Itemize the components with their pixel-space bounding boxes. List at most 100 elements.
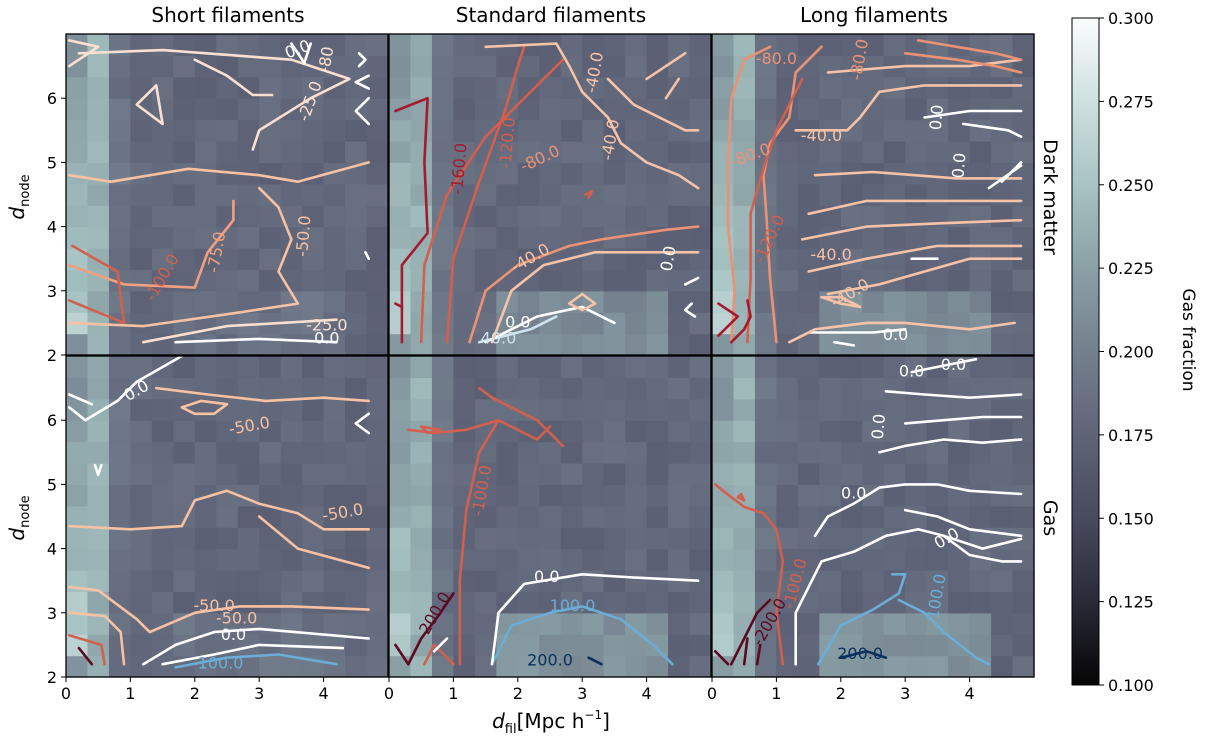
heatmap-cell xyxy=(776,441,799,464)
heatmap-cell xyxy=(173,312,196,335)
heatmap-cell xyxy=(646,398,669,421)
contour-line xyxy=(174,653,338,669)
colorbar-gradient xyxy=(1071,17,1100,686)
heatmap-cell xyxy=(754,463,777,485)
heatmap-cell xyxy=(108,570,131,592)
heatmap-cell xyxy=(345,441,368,464)
heatmap-cell xyxy=(560,183,583,206)
heatmap-cell xyxy=(474,441,497,464)
heatmap-cell xyxy=(345,333,368,356)
heatmap-cell xyxy=(712,377,735,400)
heatmap-cell xyxy=(603,98,626,121)
heatmap-cell xyxy=(582,398,605,421)
heatmap-cell xyxy=(754,119,777,142)
heatmap-cell xyxy=(259,655,282,678)
heatmap-cell xyxy=(517,484,540,507)
heatmap-cell xyxy=(689,634,712,657)
heatmap-cell xyxy=(151,570,174,592)
heatmap-cell xyxy=(797,356,820,378)
heatmap-cell xyxy=(366,119,389,142)
heatmap-cell xyxy=(560,612,583,635)
heatmap-cell xyxy=(194,612,217,635)
heatmap-cell xyxy=(905,119,928,142)
colorbar-tick-label: 0.150 xyxy=(1108,509,1154,528)
heatmap-cell xyxy=(389,484,412,507)
heatmap-cell xyxy=(883,505,906,528)
heatmap-cell xyxy=(603,484,626,507)
heatmap-cell xyxy=(1012,290,1035,313)
heatmap-cell xyxy=(754,248,777,270)
heatmap-cell xyxy=(366,356,389,378)
heatmap-cell xyxy=(733,441,756,464)
heatmap-cell xyxy=(302,356,325,378)
heatmap-cell xyxy=(712,34,735,56)
heatmap-cell xyxy=(948,98,971,121)
heatmap-cell xyxy=(280,141,303,163)
heatmap-cell xyxy=(410,377,433,400)
x-tick-label: 4 xyxy=(642,684,652,703)
heatmap-cell xyxy=(410,205,433,228)
heatmap-cell xyxy=(87,119,110,142)
heatmap-cell xyxy=(496,183,519,206)
heatmap-cell xyxy=(173,356,196,378)
heatmap-cell xyxy=(410,527,433,550)
heatmap-cell xyxy=(280,290,303,313)
heatmap-cell xyxy=(948,463,971,485)
heatmap-cell xyxy=(173,420,196,443)
heatmap-cell xyxy=(453,612,476,635)
heatmap-cell xyxy=(603,269,626,292)
heatmap-cell xyxy=(517,377,540,400)
heatmap-cell xyxy=(410,505,433,528)
heatmap-cell xyxy=(216,570,239,592)
heatmap-cell xyxy=(905,183,928,206)
heatmap-cell xyxy=(496,205,519,228)
heatmap-cell xyxy=(302,162,325,185)
heatmap-cell xyxy=(539,269,562,292)
contour-label: 200.0 xyxy=(527,650,573,669)
heatmap-cell xyxy=(151,484,174,507)
heatmap-cell xyxy=(991,312,1014,335)
heatmap-cell xyxy=(151,548,174,571)
heatmap-cell xyxy=(733,119,756,142)
heatmap-cell xyxy=(280,463,303,485)
heatmap-cell xyxy=(668,505,691,528)
heatmap-cell xyxy=(108,655,131,678)
heatmap-cell xyxy=(108,205,131,228)
heatmap-cell xyxy=(1012,269,1035,292)
heatmap-cell xyxy=(474,505,497,528)
heatmap-cell xyxy=(819,312,842,335)
heatmap-cell xyxy=(603,591,626,614)
heatmap-cell xyxy=(948,269,971,292)
heatmap-cell xyxy=(366,377,389,400)
heatmap-cell xyxy=(130,484,153,507)
heatmap-cell xyxy=(969,398,992,421)
heatmap-cell xyxy=(646,141,669,163)
heatmap-cell xyxy=(560,356,583,378)
heatmap-cell xyxy=(689,162,712,185)
heatmap-cell xyxy=(323,377,346,400)
heatmap-cell xyxy=(130,441,153,464)
heatmap-cell xyxy=(646,119,669,142)
heatmap-cell xyxy=(712,205,735,228)
heatmap-cell xyxy=(991,183,1014,206)
heatmap-cell xyxy=(689,655,712,678)
heatmap-cell xyxy=(991,34,1014,56)
heatmap-cell xyxy=(991,226,1014,249)
heatmap-cell xyxy=(237,527,260,550)
heatmap-cell xyxy=(431,98,454,121)
heatmap-cell xyxy=(754,377,777,400)
heatmap-cell xyxy=(582,119,605,142)
heatmap-cell xyxy=(173,463,196,485)
heatmap-cell xyxy=(366,76,389,99)
contour-line xyxy=(807,199,1023,216)
heatmap-cell xyxy=(108,226,131,249)
heatmap-cell xyxy=(969,484,992,507)
heatmap-cell xyxy=(819,420,842,443)
heatmap-cell xyxy=(689,290,712,313)
heatmap-cell xyxy=(905,463,928,485)
heatmap-cell xyxy=(797,463,820,485)
heatmap-cell xyxy=(689,612,712,635)
heatmap-cell xyxy=(1012,162,1035,185)
heatmap-cell xyxy=(474,548,497,571)
heatmap-cell xyxy=(366,269,389,292)
